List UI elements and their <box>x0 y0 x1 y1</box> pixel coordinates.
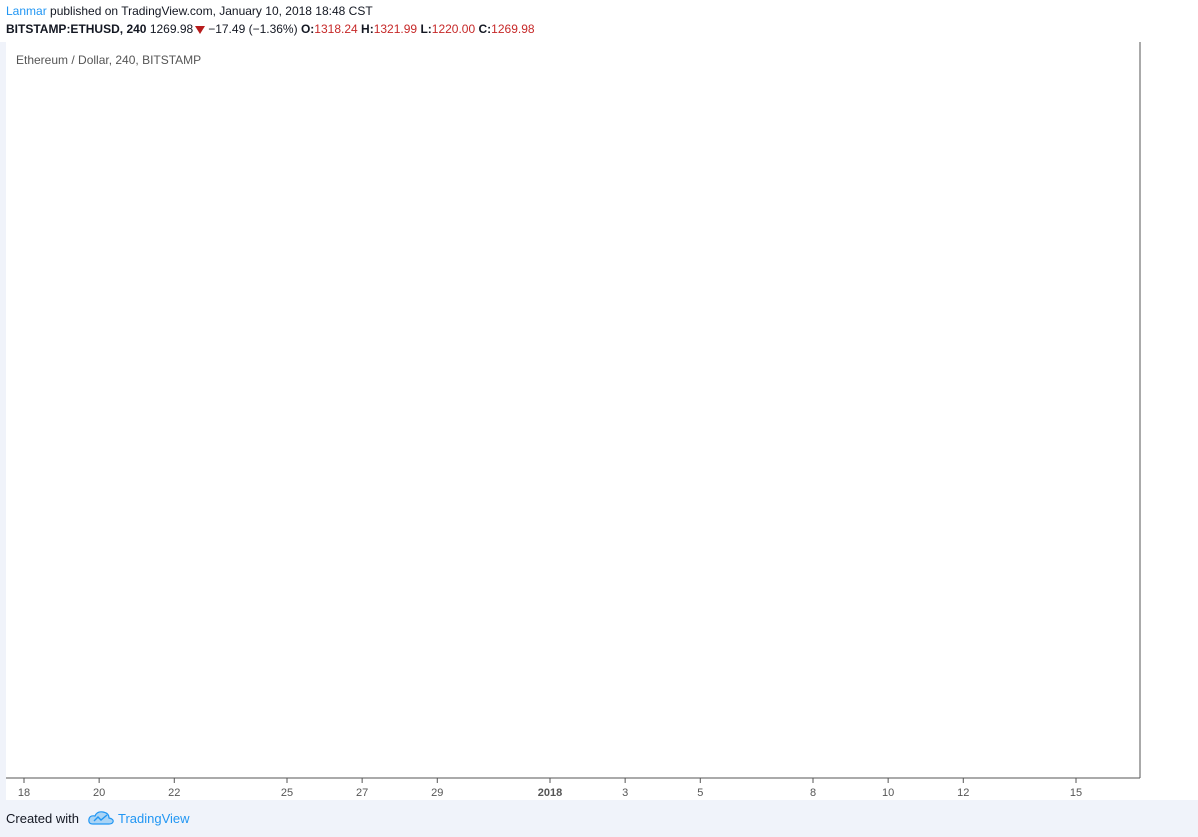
x-tick-label: 5 <box>697 787 703 799</box>
open-label: O: <box>300 22 315 36</box>
x-tick-label: 8 <box>810 787 816 799</box>
chart-title: Ethereum / Dollar, 240, BITSTAMP <box>16 53 201 67</box>
last-price: 1269.98 <box>149 22 194 36</box>
low-value: 1220.00 <box>431 22 476 36</box>
x-tick-label: 29 <box>431 787 443 799</box>
publish-line: Lanmar published on TradingView.com, Jan… <box>6 4 373 19</box>
plot-area[interactable] <box>6 42 1140 778</box>
price-axis[interactable] <box>1140 42 1198 778</box>
x-tick-label: 10 <box>882 787 894 799</box>
created-with-text: Created with <box>6 811 79 826</box>
symbol-label: BITSTAMP:ETHUSD, 240 <box>6 22 147 36</box>
x-tick-label: 20 <box>93 787 105 799</box>
low-label: L: <box>420 22 432 36</box>
open-value: 1318.24 <box>314 22 358 36</box>
high-value: 1321.99 <box>373 22 418 36</box>
footer <box>0 800 1198 837</box>
x-tick-label: 15 <box>1070 787 1082 799</box>
tradingview-cloud-icon <box>88 811 114 825</box>
price-change: −17.49 (−1.36%) <box>208 22 298 36</box>
x-tick-label: 2018 <box>538 787 562 799</box>
time-axis[interactable] <box>6 778 1198 800</box>
down-triangle-icon <box>195 25 206 34</box>
symbol-ohlc-line: BITSTAMP:ETHUSD, 240 1269.98 −17.49 (−1.3… <box>6 22 535 37</box>
author-link[interactable]: Lanmar <box>6 4 47 18</box>
x-tick-label: 22 <box>168 787 180 799</box>
x-tick-label: 12 <box>957 787 969 799</box>
x-tick-label: 3 <box>622 787 628 799</box>
close-label: C: <box>478 22 492 36</box>
high-label: H: <box>361 22 374 36</box>
publish-text: published on TradingView.com, January 10… <box>46 4 373 18</box>
x-tick-label: 27 <box>356 787 368 799</box>
price-chart[interactable]: Ethereum / Dollar, 240, BITSTAMP 1900.00… <box>0 42 1198 800</box>
x-tick-label: 18 <box>18 787 30 799</box>
x-tick-label: 25 <box>281 787 293 799</box>
top-info-bar: Lanmar published on TradingView.com, Jan… <box>0 0 1198 42</box>
tradingview-brand-link[interactable]: TradingView <box>118 811 190 826</box>
close-value: 1269.98 <box>491 22 535 36</box>
